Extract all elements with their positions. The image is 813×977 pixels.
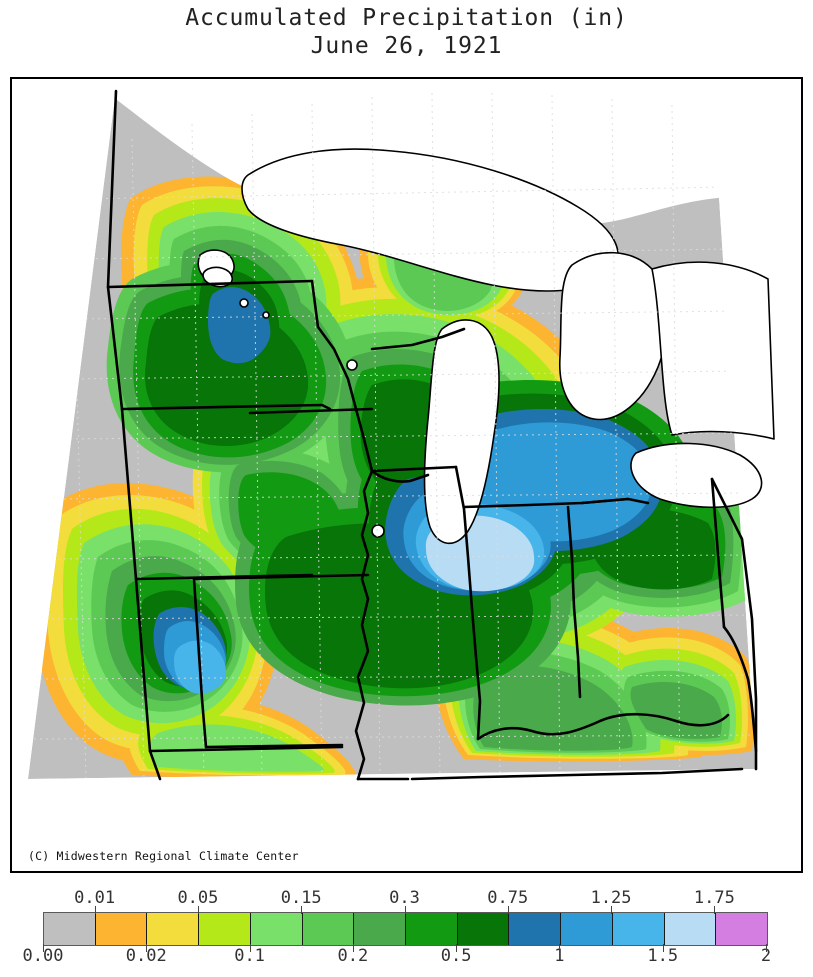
colorbar-segment-5 xyxy=(302,913,355,945)
border-mo-ok xyxy=(204,743,344,749)
title-line-2: June 26, 1921 xyxy=(310,33,503,59)
colorbar-segment-12 xyxy=(664,913,717,945)
colorbar-tick-bottom-5 xyxy=(559,944,561,952)
colorbar-tick-label-bottom-7: 2 xyxy=(760,946,772,966)
border-in-oh xyxy=(566,505,582,699)
border-ia-mo xyxy=(192,573,370,581)
colorbar-tick-bottom-6 xyxy=(662,944,664,952)
colorbar-tick-top-5 xyxy=(611,906,613,914)
border-ia-il xyxy=(360,469,374,601)
colorbar-tick-label-bottom-6: 1.5 xyxy=(647,946,679,966)
colorbar-segment-8 xyxy=(457,913,510,945)
colorbar-tick-bottom-0 xyxy=(43,944,44,952)
colorbar-tick-bottom-2 xyxy=(249,944,251,952)
colorbar-tick-label-bottom-3: 0.2 xyxy=(337,946,369,966)
border-oh-mi xyxy=(580,497,650,505)
colorbar-segment-11 xyxy=(612,913,665,945)
county-boundaries xyxy=(33,92,756,779)
colorbar-tick-bottom-4 xyxy=(456,944,458,952)
colorbar-tick-bottom-1 xyxy=(146,944,148,952)
map-frame: (C) Midwestern Regional Climate Center xyxy=(10,77,803,873)
water-and-no-data-areas xyxy=(108,79,775,545)
colorbar-tick-label-top-5: 1.25 xyxy=(590,888,632,908)
border-wv-ky xyxy=(722,625,758,753)
border-nd-sd xyxy=(106,279,314,289)
colorbar-strip xyxy=(43,912,768,946)
border-wi-il xyxy=(370,465,458,473)
border-ky-tn xyxy=(410,767,744,781)
colorbar-tick-top-2 xyxy=(301,906,303,914)
colorbar-tick-label-top-4: 0.75 xyxy=(487,888,529,908)
contour-band-0.75-1 xyxy=(153,287,663,689)
colorbar-segment-1 xyxy=(95,913,148,945)
colorbar-tick-bottom-3 xyxy=(352,944,354,952)
page-title: Accumulated Precipitation (in) June 26, … xyxy=(0,4,813,60)
colorbar-tick-top-4 xyxy=(507,906,509,914)
contour-band-1-1.25 xyxy=(164,422,653,690)
ontario-peninsula xyxy=(651,261,775,440)
state-boundaries xyxy=(106,89,758,781)
border-ks-mo xyxy=(192,577,208,749)
colorbar-tick-label-top-3: 0.3 xyxy=(389,888,420,908)
colorbar-tick-label-top-0: 0.01 xyxy=(74,888,116,908)
border-ia-wi xyxy=(370,469,430,483)
border-oh-ky xyxy=(476,712,730,741)
title-line-1: Accumulated Precipitation (in) xyxy=(185,5,628,31)
border-mi-wi xyxy=(370,327,466,351)
colorbar-tick-label-bottom-4: 0.5 xyxy=(440,946,472,966)
colorbar-tick-top-1 xyxy=(197,906,199,914)
colorbar-tick-top-0 xyxy=(94,906,96,914)
colorbar-segment-10 xyxy=(561,913,613,945)
border-west-edge xyxy=(106,89,162,781)
colorbar-segment-2 xyxy=(147,913,200,945)
lake-erie xyxy=(630,442,763,509)
precipitation-contour-map xyxy=(28,79,775,781)
colorbar-tick-label-bottom-2: 0.1 xyxy=(234,946,265,966)
colorbar-segment-3 xyxy=(199,913,251,945)
colorbar-tick-top-3 xyxy=(404,906,406,914)
border-oh-pa xyxy=(710,477,726,629)
colorbar-segment-9 xyxy=(509,913,562,945)
contour-field xyxy=(28,89,756,779)
colorbar-segment-0 xyxy=(44,913,96,945)
border-mn-ia xyxy=(248,407,374,415)
border-east-edge xyxy=(710,477,758,771)
colorbar-tick-label-top-6: 1.75 xyxy=(693,888,735,908)
small-lake-1 xyxy=(239,298,249,308)
colorbar-tick-label-bottom-1: 0.02 xyxy=(125,946,167,966)
lake-huron xyxy=(559,251,669,421)
colorbar-legend: 0.00 0.02 0.1 0.2 0.5 1 1.5 2 0.01 0.05 0.15 0.3 0.7… xyxy=(0,884,813,974)
colorbar-tick-bottom-7 xyxy=(766,944,767,952)
border-mo-il xyxy=(354,597,370,781)
colorbar-segment-13 xyxy=(716,913,768,945)
border-mn-wi xyxy=(310,279,374,473)
colorbar-tick-label-bottom-5: 1 xyxy=(554,946,565,966)
border-il-in xyxy=(454,465,482,741)
small-lake-3 xyxy=(346,359,358,371)
red-lake xyxy=(202,266,233,288)
colorbar-tick-label-top-1: 0.05 xyxy=(177,888,219,908)
colorbar-segment-4 xyxy=(250,913,303,945)
border-sd-ne xyxy=(120,403,332,411)
copyright-credit: (C) Midwestern Regional Climate Center xyxy=(28,849,299,863)
lake-michigan xyxy=(423,319,500,545)
colorbar-tick-label-bottom-0: 0.00 xyxy=(22,946,64,966)
colorbar-tick-label-top-2: 0.15 xyxy=(280,888,322,908)
small-lake-4 xyxy=(371,524,385,538)
colorbar-tick-top-6 xyxy=(714,906,716,914)
colorbar-segment-6 xyxy=(354,913,407,945)
border-ks-ok xyxy=(148,745,344,753)
colorbar-segment-7 xyxy=(406,913,458,945)
